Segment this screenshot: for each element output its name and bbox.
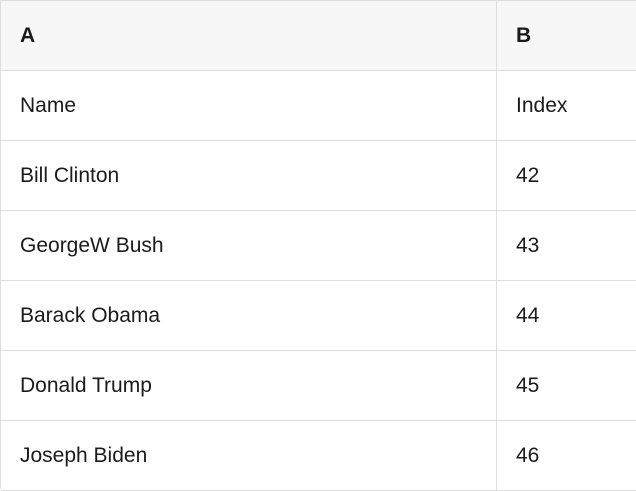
table-body: Name Index Bill Clinton 42 GeorgeW Bush 43 Bar…: [1, 71, 636, 491]
cell-col-b[interactable]: 45: [516, 374, 540, 397]
cell-col-a[interactable]: Bill Clinton: [1, 141, 497, 210]
table-row: GeorgeW Bush 43: [1, 211, 636, 281]
cell-col-b[interactable]: Index: [516, 94, 568, 117]
cell-col-b[interactable]: 42: [516, 164, 540, 187]
cell-col-b[interactable]: 44: [516, 304, 540, 327]
column-header-row: A B: [1, 1, 636, 71]
table-row: Name Index: [1, 71, 636, 141]
table-row: Donald Trump 45: [1, 351, 636, 421]
cell-col-b[interactable]: 46: [516, 444, 540, 467]
column-header-a[interactable]: A: [1, 1, 497, 70]
table-row: Barack Obama 44: [1, 281, 636, 351]
cell-col-b[interactable]: 43: [516, 234, 540, 257]
cell-col-a[interactable]: Name: [1, 71, 497, 140]
table-row: Bill Clinton 42: [1, 141, 636, 211]
table-row: Joseph Biden 46: [1, 421, 636, 491]
cell-col-a[interactable]: GeorgeW Bush: [1, 211, 497, 280]
cell-col-a[interactable]: Barack Obama: [1, 281, 497, 350]
cell-col-a[interactable]: Joseph Biden: [1, 421, 497, 490]
column-header-b[interactable]: B: [516, 24, 532, 47]
cell-col-a[interactable]: Donald Trump: [1, 351, 497, 420]
